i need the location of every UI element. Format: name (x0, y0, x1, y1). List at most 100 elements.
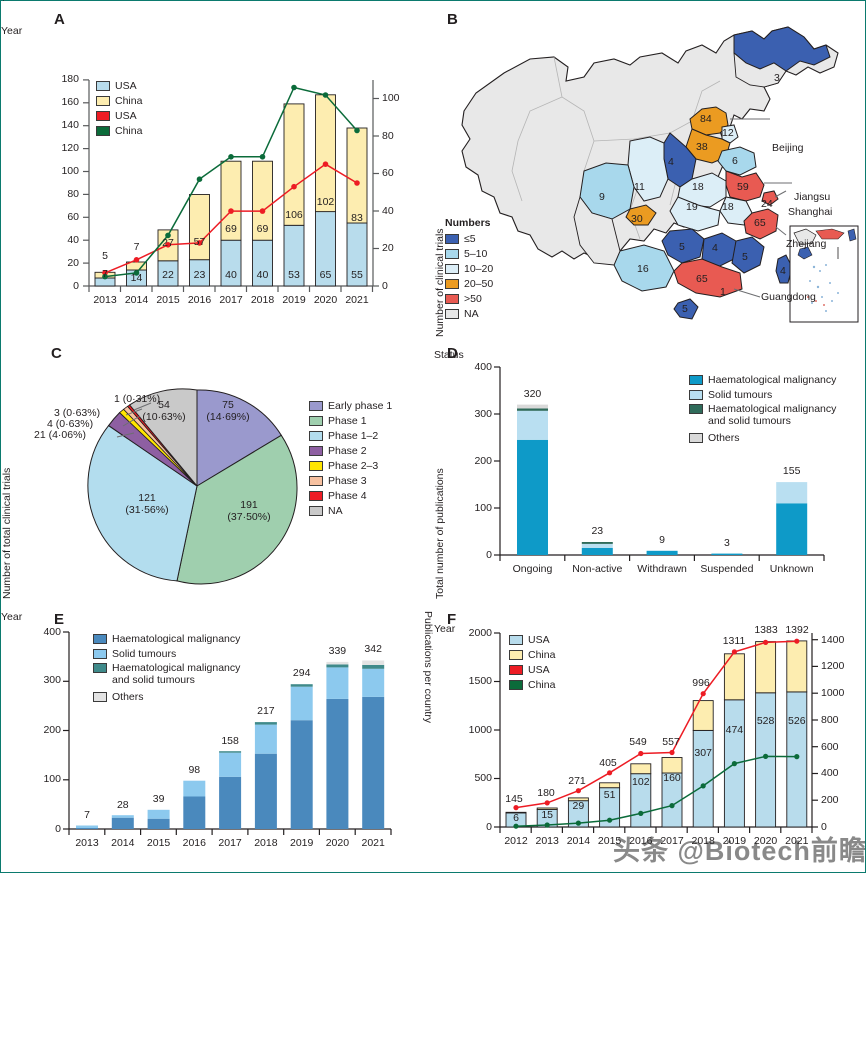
panel-a-xtick: 2017 (219, 294, 243, 306)
panel-f-xtick: 2016 (629, 835, 653, 847)
panel-e-total: 339 (328, 645, 347, 657)
legend-item: Haematological malignancy and solid tumo… (93, 662, 252, 688)
china-bar-swatch (509, 649, 523, 660)
panel-e-plot (63, 631, 392, 835)
swatch-phase-1 (309, 415, 323, 426)
legend-item: USA (509, 633, 555, 646)
china-map (461, 26, 859, 323)
panel-e-xtick: 2019 (290, 837, 314, 849)
panel-a-ytick-right: 20 (382, 242, 394, 254)
panel-d-ytick: 0 (486, 549, 492, 561)
panel-f-bar-value-china: 51 (603, 789, 616, 801)
pie-label-early-phase-1: 75 (14·69%) (201, 399, 255, 423)
panel-f-xtick: 2013 (535, 835, 559, 847)
panel-f-ytick-right: 800 (821, 714, 839, 726)
panel-c-pie (87, 388, 298, 585)
panel-a-bar-value-china: 57 (193, 236, 206, 248)
map-value-beijing: 84 (700, 113, 712, 125)
legend-label: Phase 4 (328, 489, 367, 502)
panel-f-label: F (447, 611, 457, 628)
panel-d-total: 155 (782, 465, 801, 477)
panel-a-bar-value-china: 7 (133, 241, 140, 253)
panel-a-xtick: 2014 (124, 294, 149, 306)
legend-item: China (96, 124, 142, 137)
panel-e-xtick: 2018 (254, 837, 278, 849)
panel-d-total: 23 (591, 525, 604, 537)
usa-line-swatch (509, 664, 523, 675)
province-jilin (733, 51, 787, 88)
panel-e-xlabel: Year (1, 611, 23, 623)
panel-f-line-value-usa: 557 (662, 736, 680, 748)
panel-f-plot (494, 632, 818, 833)
panel-f-line-value-usa: 271 (568, 775, 586, 787)
panel-d-ytick: 200 (474, 455, 492, 467)
usa-bar-swatch (96, 80, 110, 91)
panel-a-bar-value-usa: 7 (102, 268, 108, 280)
province-tianjin (721, 124, 739, 144)
panel-a-ytick: 0 (73, 280, 79, 292)
panel-a-ytick: 120 (61, 142, 79, 154)
panel-f-ylabel: Total number of publications (434, 468, 446, 599)
panel-d-xtick: Withdrawn (637, 563, 687, 575)
china-line-swatch (96, 125, 110, 136)
panel-a-ytick: 20 (67, 257, 79, 269)
legend-label: 20–50 (464, 277, 494, 290)
panel-a-bar-value-china: 102 (316, 196, 335, 208)
panel-f-ytick-right: 400 (821, 767, 839, 779)
panel-e-ytick: 0 (55, 823, 61, 835)
panel-d-ytick: 300 (474, 408, 492, 420)
panel-e-total: 28 (116, 799, 129, 811)
panel-f-xlabel: Year (434, 623, 456, 635)
legend-label: Phase 3 (328, 474, 367, 487)
panel-a-ytick-right: 80 (382, 130, 394, 142)
panel-d-legend: Haematological malignancy Solid tumours … (689, 373, 840, 446)
pie-ep1-percent: (14·69%) (206, 411, 250, 423)
swatch-early-phase-1 (309, 400, 323, 411)
panel-e-label: E (54, 611, 65, 628)
panel-a-ytick: 100 (61, 165, 79, 177)
panel-a: A Total number of registered trials Numb… (0, 0, 434, 337)
legend-item: 5–10 (445, 247, 493, 260)
panel-a-bar-value-china: 5 (102, 250, 108, 262)
panel-f-bar-value-china: 528 (756, 715, 775, 727)
legend-label: Others (708, 431, 740, 444)
panel-f-line-value-usa: 549 (629, 736, 647, 748)
map-swatch-le5 (445, 233, 459, 244)
map-value-shanghai: 24 (761, 198, 773, 210)
province-hainan (673, 298, 699, 320)
panel-f-bar-value-china: 6 (513, 812, 519, 824)
legend-item: Phase 1–2 (309, 429, 392, 442)
map-value-taiwan: 4 (780, 265, 786, 277)
province-yunnan (573, 196, 621, 266)
panel-f-bar-value-china: 526 (788, 715, 806, 727)
swatch-haematological-and-solid (689, 404, 703, 414)
legend-label: NA (464, 307, 479, 320)
pie-p1-value: 191 (240, 499, 258, 511)
legend-item: Solid tumours (93, 647, 252, 660)
pie-label-phase-3: 3 (0·63%) (54, 407, 101, 419)
province-taiwan (775, 254, 793, 284)
map-callout-beijing: Beijing (772, 142, 804, 154)
map-value-chongqing: 30 (631, 213, 643, 225)
map-value-sichuan: 9 (599, 191, 605, 203)
pie-p1-percent: (37·50%) (227, 511, 271, 523)
panel-f-xtick: 2014 (566, 835, 591, 847)
swatch-others (689, 432, 703, 443)
panel-f-xtick: 2019 (722, 835, 747, 847)
panel-f-ytick-right: 200 (821, 794, 839, 806)
panel-d-total: 320 (523, 388, 542, 400)
legend-label: China (115, 94, 143, 107)
panel-f-line-value-usa: 996 (692, 677, 710, 689)
panel-f-line-value-usa: 180 (537, 787, 555, 799)
panel-b: B (434, 1, 866, 337)
pie-label-phase-2: 21 (4·06%) (34, 429, 86, 441)
legend-label: Haematological malignancy and solid tumo… (112, 662, 241, 686)
panel-a-bar-value-usa: 23 (193, 269, 206, 281)
panel-d-xtick: Unknown (769, 563, 814, 575)
panel-d-label: D (447, 345, 458, 362)
panel-f: F Total number of publications Publicati… (422, 468, 866, 874)
panel-a-ytick: 60 (67, 211, 79, 223)
legend-label: ≤5 (464, 232, 476, 245)
panel-d-plot (494, 366, 825, 561)
pie-slice-na (128, 388, 198, 488)
